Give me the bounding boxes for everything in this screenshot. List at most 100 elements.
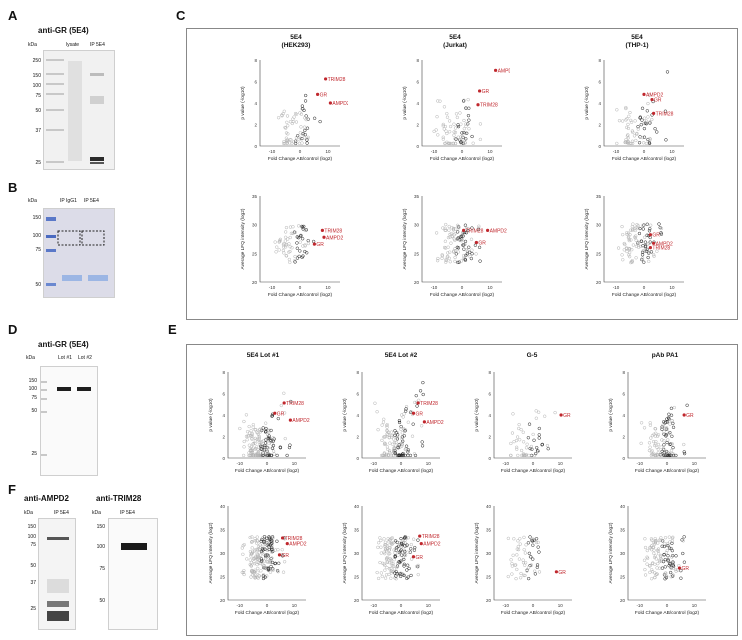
lfq-scatter-plot: 35 30 25 20 -10 0 10 Fold Change AB/control (lo… [400,188,510,298]
scatter-point [297,141,302,146]
highlight-point-ampd2 [422,420,426,424]
scatter-point [436,133,440,137]
scatter-point [526,565,531,570]
y-tick-label: 35 [620,528,626,533]
scatter-point [271,549,275,554]
scatter-point [262,566,267,570]
y-tick-label: 8 [222,370,225,375]
scatter-point [629,118,633,123]
scatter-point [448,124,453,129]
scatter-point [624,246,629,250]
scatter-point [284,126,288,130]
scatter-point [241,552,245,556]
y-tick-label: 4 [416,101,419,106]
scatter-point [385,422,389,427]
highlight-label-gr: GR [681,566,689,572]
scatter-point [636,127,640,131]
scatter-point [660,566,665,570]
scatter-point [241,453,246,458]
scatter-point [649,223,653,227]
volcano-plot: 8 6 4 2 0 -10 0 10 Fold Change AB/control (log2)… [340,364,448,474]
scatter-point [441,122,445,127]
scatter-point [253,573,258,577]
scatter-point [659,445,663,449]
scatter-point [670,541,674,545]
scatter-point [463,257,467,261]
scatter-point [262,552,266,557]
highlight-label-gr: GR [277,411,285,417]
scatter-point [626,141,630,146]
scatter-point [386,433,390,437]
scatter-point [523,573,527,578]
scatter-point [290,246,294,250]
scatter-point [267,430,271,434]
scatter-point [270,556,274,560]
scatter-point [249,429,253,433]
mw-marker: 100 [28,386,37,392]
axis-line [421,196,502,283]
scatter-point [448,250,452,254]
scatter-point [298,240,302,244]
scatter-point [510,431,515,435]
scatter-point [412,452,417,456]
scatter-point [647,140,652,145]
scatter-point [392,433,397,437]
highlight-label-trim28: TRIM28 [652,246,670,252]
scatter-point [676,568,680,572]
scatter-point [453,126,458,130]
scatter-point [441,137,445,141]
highlight-label-trim28: TRIM28 [285,536,303,542]
scatter-point [264,421,268,425]
mw-marker: 75 [35,93,41,99]
scatter-point [444,258,448,262]
scatter-point [660,425,664,429]
scatter-point [295,256,300,260]
scatter-point [242,419,246,424]
x-tick-label: 10 [426,603,432,608]
scatter-point [627,237,631,242]
scatter-point [251,557,256,561]
scatter-point [282,411,287,415]
scatter-point [637,231,642,236]
scatter-point [510,572,514,576]
scatter-point [267,441,271,446]
scatter-point [509,558,513,562]
scatter-point [260,440,264,444]
scatter-point [534,540,539,545]
scatter-point [297,254,301,259]
scatter-point [456,260,460,265]
scatter-point [658,453,663,458]
scatter-point [285,453,289,458]
scatter-point [653,427,657,431]
scatter-point [653,539,658,543]
scatter-point [536,545,540,549]
scatter-point [655,249,659,253]
highlight-label-gr: GR [482,89,490,95]
scatter-point [661,539,665,543]
mw-marker: 37 [30,580,36,586]
scatter-point [377,541,381,545]
y-tick-label: 20 [414,280,420,285]
western-blot-trim28 [108,518,158,630]
highlight-label-gr: GR [320,92,328,98]
scatter-point [267,434,271,438]
scatter-point [656,447,660,451]
scatter-point [642,260,646,264]
highlight-point-gr [648,233,652,237]
scatter-point [466,97,470,102]
y-tick-label: 6 [222,392,225,397]
scatter-point [651,545,656,549]
scatter-point [382,550,386,554]
scatter-point [289,138,293,142]
panel-e-head-1: 5E4 Lot #1 [246,352,280,359]
y-tick-label: 0 [222,456,225,461]
y-axis-label: p value (-log10) [402,86,408,120]
scatter-point [389,430,394,434]
scatter-point [401,555,406,559]
scatter-point [285,120,289,124]
scatter-point [252,561,257,566]
highlight-point-gr [478,89,482,93]
scatter-point [276,570,280,574]
mw-marker: 150 [28,378,37,384]
panel-f-lane-2: IP 5E4 [120,510,135,516]
